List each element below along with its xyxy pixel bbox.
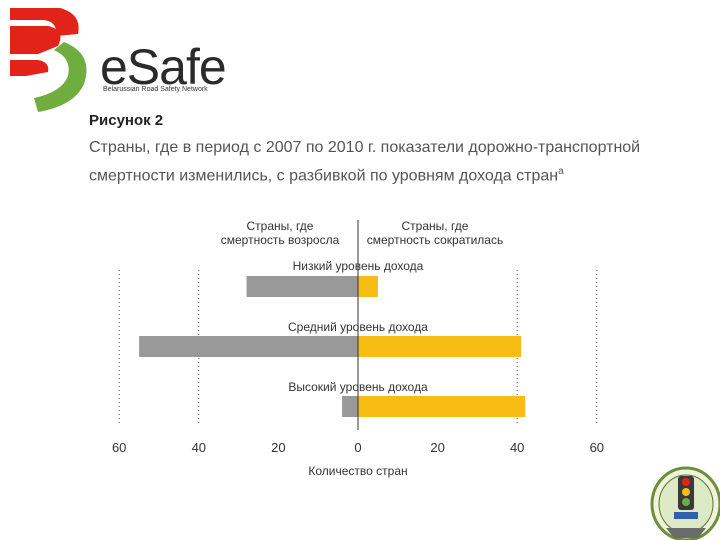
bar-increased [246,276,358,297]
x-tick-label: 40 [192,440,206,455]
header-right-line2: смертность сократилась [367,233,503,247]
esafe-logo-subtitle: Belarussian Road Safety Network [103,86,208,93]
x-tick-label: 40 [510,440,524,455]
figure-title-text: Страны, где в период с 2007 по 2010 г. п… [89,139,641,185]
emblem-seal [650,466,720,540]
header-left-line1: Страны, где [247,219,314,233]
x-tick-label: 60 [590,440,604,455]
bar-increased [139,336,358,357]
x-tick-label: 20 [271,440,285,455]
x-tick-label: 60 [112,440,126,455]
bar-decreased [358,336,522,357]
x-axis-label: Количество стран [308,464,407,478]
esafe-logo-mark [10,8,87,112]
esafe-logo-wordmark: eSafe [100,39,227,95]
bar-increased [342,396,358,417]
x-tick-label: 20 [430,440,444,455]
header-left-line2: смертность возросла [221,233,340,247]
figure-title: Страны, где в период с 2007 по 2010 г. п… [89,136,649,188]
x-tick-label: 0 [354,440,361,455]
bar-decreased [358,276,378,297]
figure-label: Рисунок 2 [89,112,164,129]
figure-title-footnote-marker: a [558,166,564,177]
esafe-logo: eSafe Belarussian Road Safety Network [8,6,227,116]
bar-decreased [358,396,526,417]
header-right-line1: Страны, где [402,219,469,233]
